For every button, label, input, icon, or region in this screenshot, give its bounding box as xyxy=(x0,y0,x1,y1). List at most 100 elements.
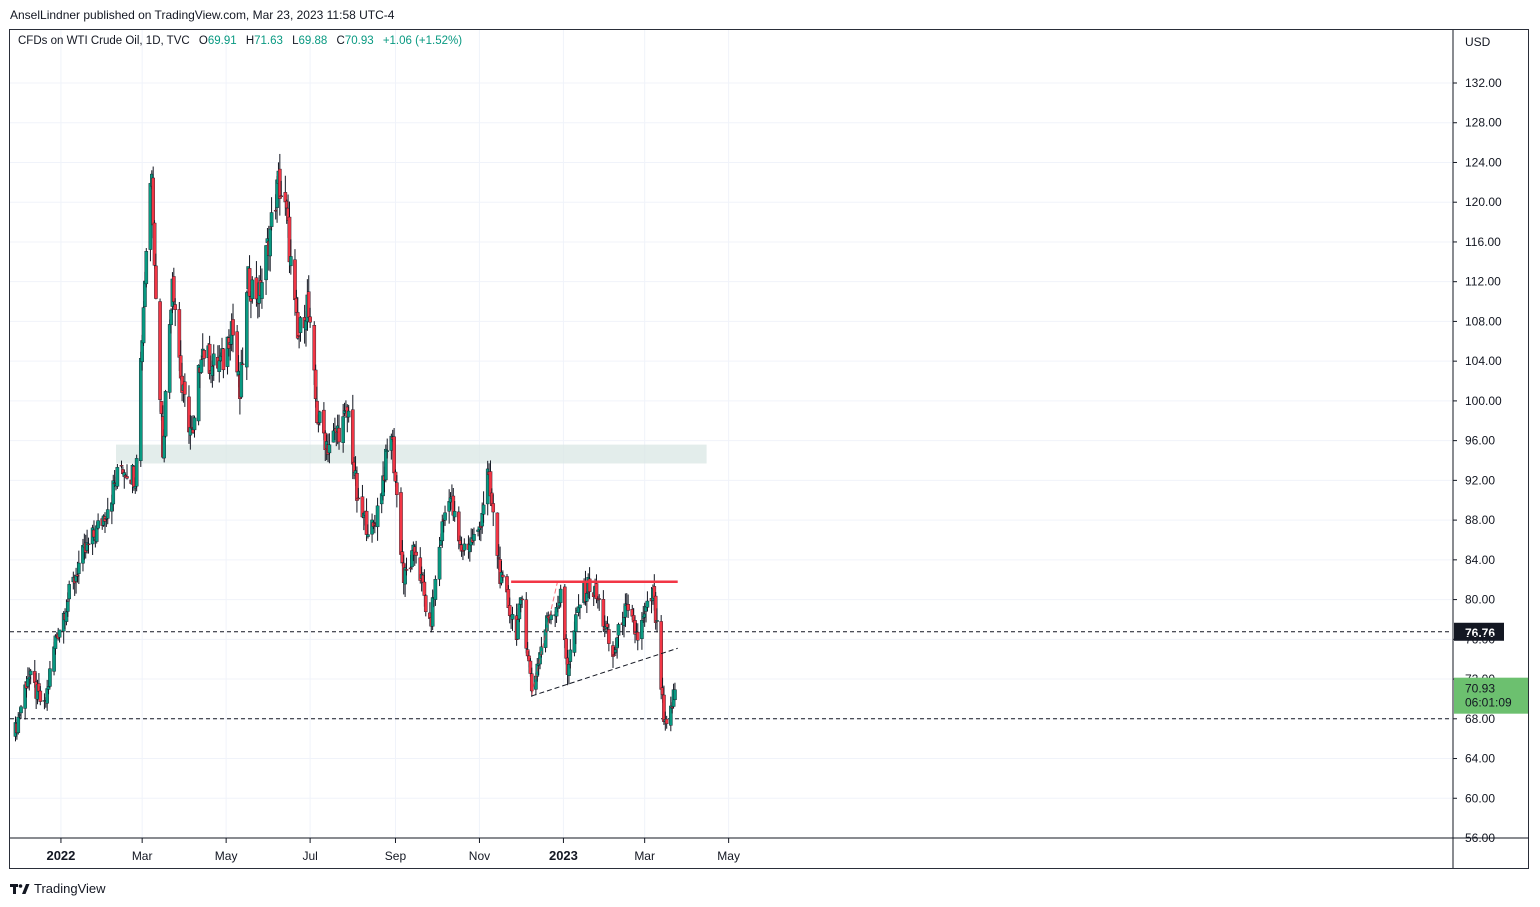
price-tick-label: 124.00 xyxy=(1465,155,1502,169)
candle-body xyxy=(87,544,90,545)
candle-body xyxy=(463,544,466,550)
legend-open: 69.91 xyxy=(208,35,237,47)
time-tick-label: Sep xyxy=(385,849,407,863)
candle-body xyxy=(511,614,514,619)
candle-body xyxy=(168,324,171,392)
candle-body xyxy=(351,410,354,465)
price-tick-label: 104.00 xyxy=(1465,354,1502,368)
candle-body xyxy=(152,178,155,225)
candle-body xyxy=(125,476,128,478)
candle-body xyxy=(158,302,161,400)
time-tick-label: Nov xyxy=(469,849,490,863)
symbol-legend: CFDs on WTI Crude Oil, 1D, TVC O69.91 H 7… xyxy=(18,35,462,47)
candle-body xyxy=(58,630,61,637)
candle-body xyxy=(251,280,254,299)
candle-body xyxy=(193,418,196,430)
candle-body xyxy=(145,251,148,284)
time-axis: 2022 Mar May Jul Sep Nov 2023 Mar May xyxy=(10,838,1529,863)
candle-body xyxy=(289,256,292,265)
candle-body xyxy=(245,292,248,367)
candle-body xyxy=(142,308,145,343)
candle-body xyxy=(48,669,51,687)
price-tick-label: 100.00 xyxy=(1465,394,1502,408)
candle-body xyxy=(386,451,389,452)
time-tick-label: Mar xyxy=(132,849,153,863)
countdown-label: 06:01:09 xyxy=(1465,696,1512,710)
candle-body xyxy=(415,552,418,555)
candle-body xyxy=(347,411,350,417)
last-price-label: 70.93 xyxy=(1465,682,1495,696)
candle-body xyxy=(357,498,360,499)
price-tick-label: 128.00 xyxy=(1465,116,1502,130)
candle-body xyxy=(627,604,630,610)
legend-open-label: O xyxy=(199,35,208,47)
candle-body xyxy=(218,361,221,372)
candle-body xyxy=(508,605,511,615)
candle-body xyxy=(212,354,215,365)
candle-body xyxy=(501,575,504,577)
time-tick-label: Mar xyxy=(634,849,655,863)
candle-body xyxy=(655,620,658,621)
candle-body xyxy=(222,349,225,370)
candle-body xyxy=(578,605,581,608)
currency-label: USD xyxy=(1465,35,1491,49)
candle-body xyxy=(646,601,649,607)
horizontal-levels: 76.76 xyxy=(10,623,1504,719)
candle-body xyxy=(424,596,427,612)
candle-body xyxy=(516,620,519,639)
footer-brand[interactable]: TradingView xyxy=(10,881,106,896)
candle-body xyxy=(559,589,562,603)
candle-body xyxy=(68,584,71,599)
price-tick-label: 60.00 xyxy=(1465,791,1495,805)
candle-body xyxy=(135,458,138,486)
candle-body xyxy=(392,437,395,473)
price-tick-label: 132.00 xyxy=(1465,76,1502,90)
price-tick-label: 96.00 xyxy=(1465,434,1495,448)
price-tick-label: 88.00 xyxy=(1465,513,1495,527)
candle-body xyxy=(97,521,100,529)
candle-body xyxy=(574,615,577,632)
price-tick-label: 120.00 xyxy=(1465,195,1502,209)
candle-body xyxy=(443,513,446,521)
candle-body xyxy=(164,391,167,436)
candle-body xyxy=(434,579,437,599)
price-tick-label: 92.00 xyxy=(1465,473,1495,487)
tradingview-logo-icon xyxy=(10,883,30,895)
candle-body xyxy=(530,674,533,691)
legend-close-label: C xyxy=(337,35,345,47)
legend-close: 70.93 xyxy=(345,35,374,47)
time-tick-label: Jul xyxy=(302,849,317,863)
price-tick-label: 84.00 xyxy=(1465,553,1495,567)
candle-body xyxy=(492,503,495,512)
candle-body xyxy=(66,602,69,612)
candle-body xyxy=(366,535,369,537)
candle-body xyxy=(269,229,272,256)
price-tick-label: 108.00 xyxy=(1465,314,1502,328)
candle-body xyxy=(309,317,312,322)
candle-body xyxy=(322,410,325,433)
candle-body xyxy=(395,483,398,495)
candle-body xyxy=(376,506,379,527)
candle-body xyxy=(172,276,175,301)
support-zone-rect xyxy=(116,445,707,464)
candle-body xyxy=(337,428,340,442)
candle-body xyxy=(423,582,426,595)
candle-body xyxy=(673,690,676,700)
candle-body xyxy=(200,360,203,373)
candle-body xyxy=(154,266,157,299)
candle-body xyxy=(318,412,321,423)
price-tick-label: 112.00 xyxy=(1465,275,1501,289)
price-tick-label: 116.00 xyxy=(1465,235,1501,249)
candle-body xyxy=(116,467,119,486)
legend-symbol: CFDs on WTI Crude Oil, 1D, TVC xyxy=(18,35,190,47)
candle-body xyxy=(453,511,456,517)
candle-body xyxy=(482,505,485,514)
price-tick-label: 68.00 xyxy=(1465,712,1495,726)
price-tick-label: 64.00 xyxy=(1465,752,1495,766)
candle-body xyxy=(106,510,109,519)
time-tick-label: 2023 xyxy=(549,848,578,863)
candle-body xyxy=(240,362,243,397)
grid-lines xyxy=(10,30,1452,838)
legend-high-label: H xyxy=(246,35,254,47)
